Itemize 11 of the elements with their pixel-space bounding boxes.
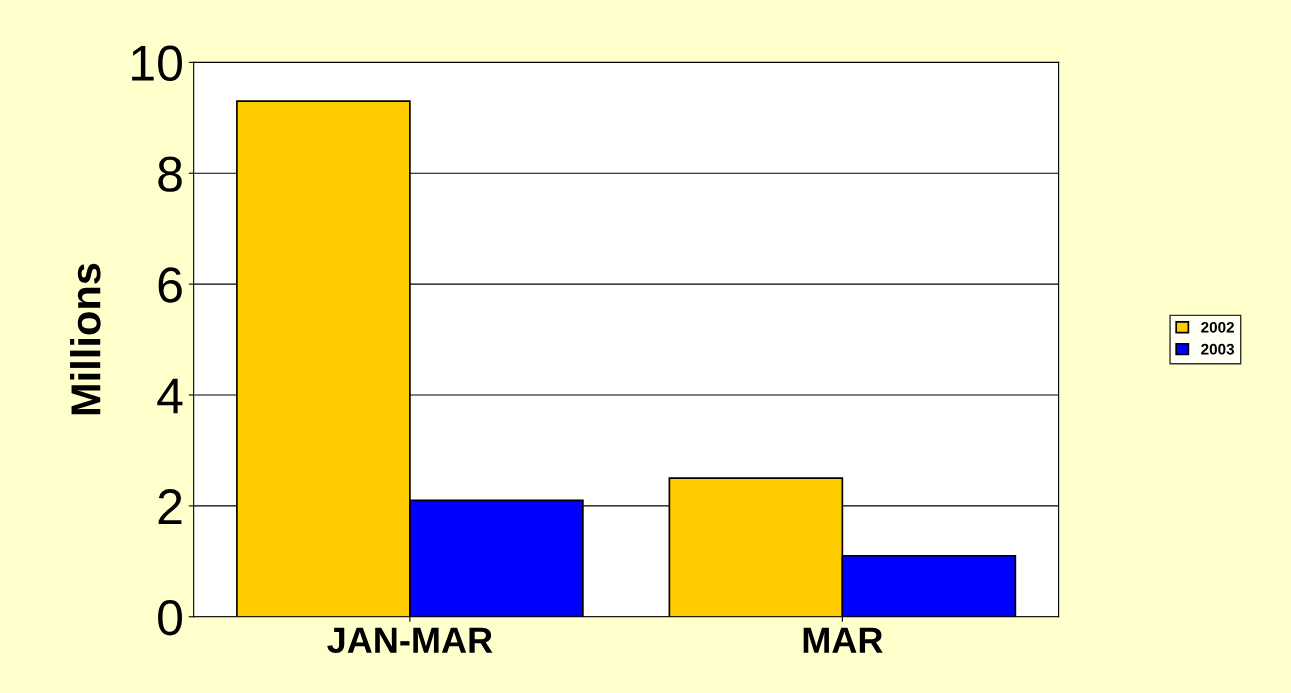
y-tick-label: 6 xyxy=(158,267,182,303)
legend-label: 2002 xyxy=(1201,321,1234,333)
y-tick-label: 2 xyxy=(158,489,182,525)
y-tick-label: 8 xyxy=(158,156,182,192)
legend-label: 2003 xyxy=(1201,343,1235,355)
x-tick-label: MAR xyxy=(803,627,883,653)
y-axis-title: Millions xyxy=(70,263,101,415)
y-tick-label: 0 xyxy=(158,599,182,636)
y-tick-label: 4 xyxy=(157,378,183,414)
y-tick-label: 10 xyxy=(132,45,182,81)
x-tick-label: JAN-MAR xyxy=(327,627,493,654)
